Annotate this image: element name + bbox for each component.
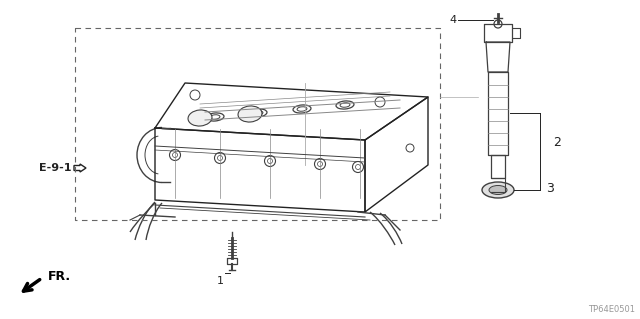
- Text: 3: 3: [546, 182, 554, 195]
- Text: E-9-1: E-9-1: [40, 163, 72, 173]
- Text: 1: 1: [217, 276, 224, 286]
- Text: FR.: FR.: [48, 270, 71, 283]
- Ellipse shape: [489, 186, 507, 195]
- Ellipse shape: [482, 182, 514, 198]
- Ellipse shape: [188, 110, 212, 126]
- Text: 4: 4: [450, 15, 457, 25]
- Text: TP64E0501: TP64E0501: [588, 305, 635, 314]
- Ellipse shape: [238, 106, 262, 122]
- Text: 2: 2: [553, 137, 561, 150]
